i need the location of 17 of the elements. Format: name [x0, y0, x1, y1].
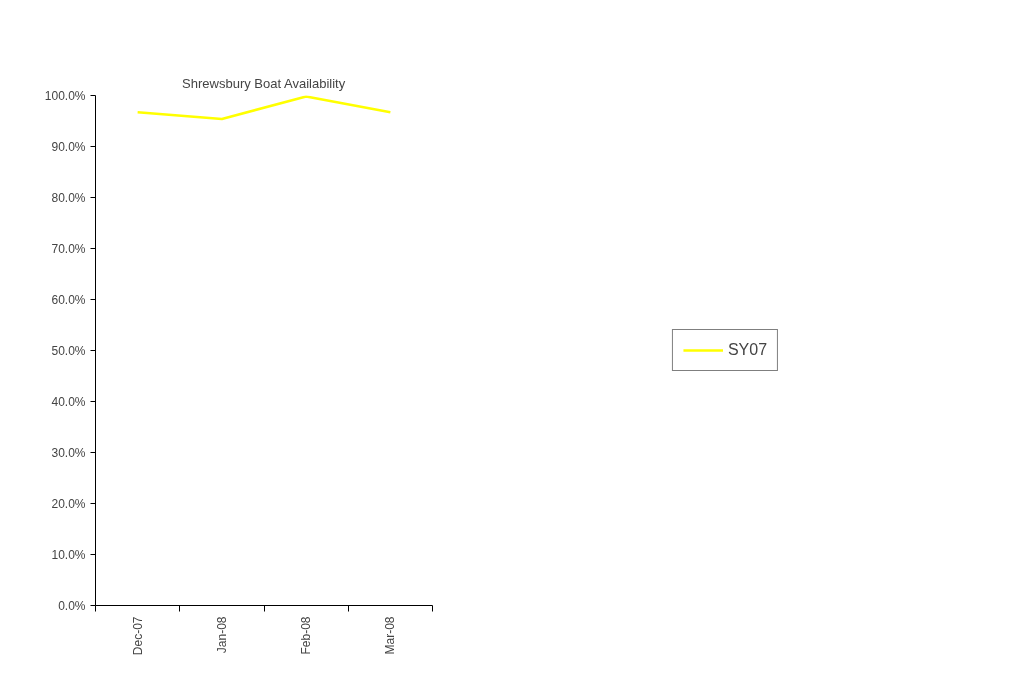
y-tick-label: 0.0% — [58, 598, 86, 613]
y-tick-label: 30.0% — [51, 445, 86, 460]
y-tick-label: 100.0% — [44, 88, 86, 103]
y-tick-label: 50.0% — [51, 343, 86, 358]
y-tick-label: 40.0% — [51, 394, 86, 409]
chart-title: Shrewsbury Boat Availability — [182, 75, 346, 91]
y-tick-label: 70.0% — [51, 241, 86, 256]
x-tick-label: Dec-07 — [130, 616, 145, 656]
y-tick-label: 10.0% — [51, 547, 86, 562]
y-tick-label: 90.0% — [51, 139, 86, 154]
legend-label: SY07 — [727, 341, 768, 359]
x-tick-label: Jan-08 — [214, 616, 229, 654]
y-tick-label: 20.0% — [51, 496, 86, 511]
x-tick-label: Mar-08 — [383, 616, 398, 655]
x-tick-label: Feb-08 — [299, 616, 314, 655]
y-tick-label: 80.0% — [51, 190, 86, 205]
y-tick-label: 60.0% — [51, 292, 86, 307]
